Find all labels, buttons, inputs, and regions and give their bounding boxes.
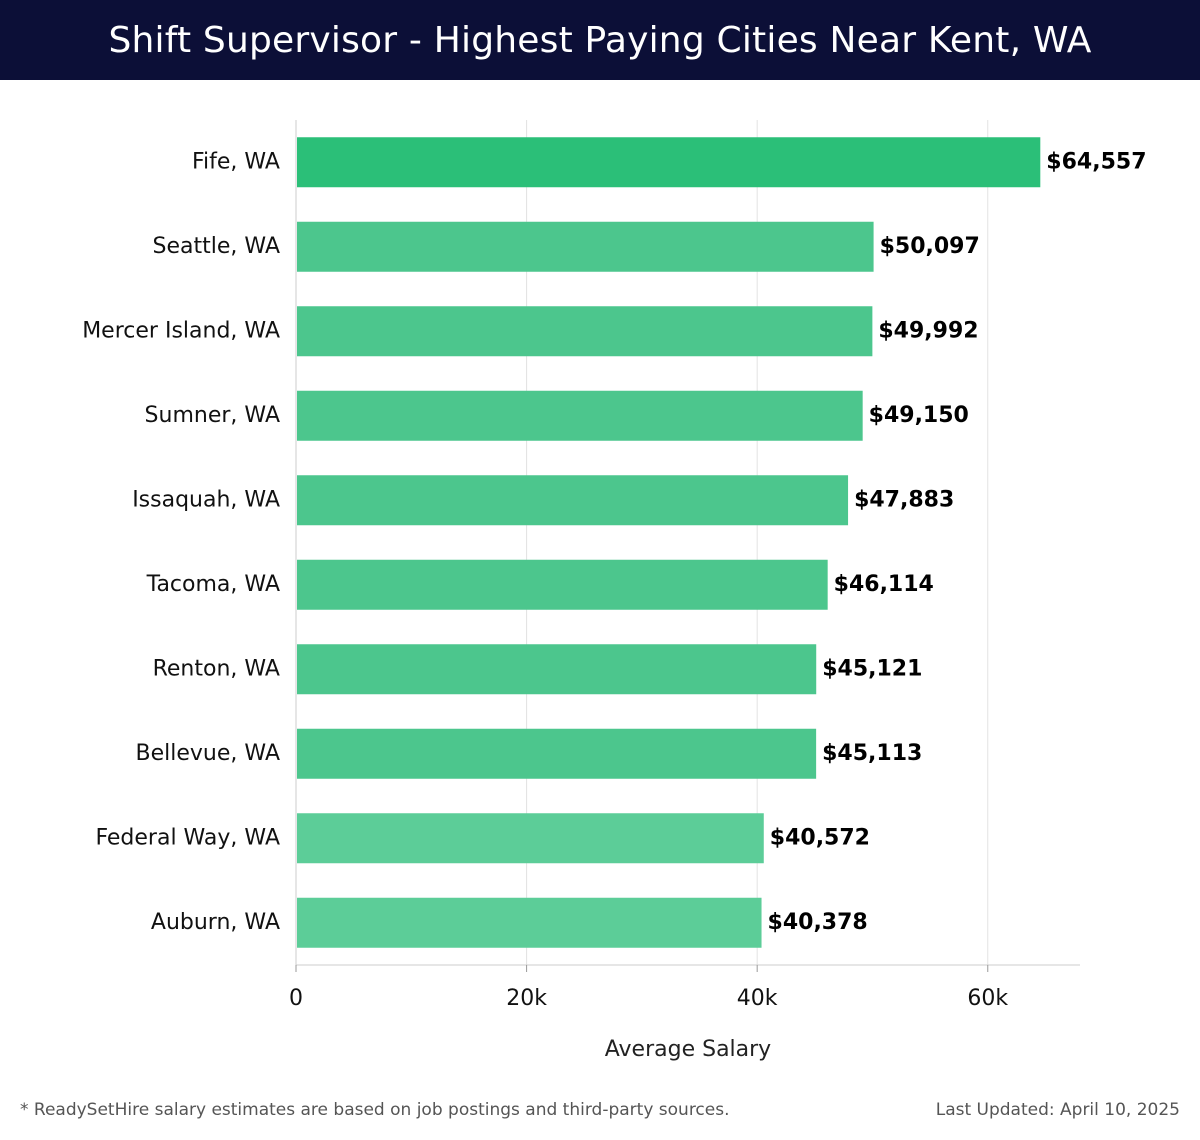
value-label-7: $45,113 (822, 741, 922, 766)
bar-1 (297, 221, 874, 272)
bar-4 (297, 475, 849, 526)
value-label-2: $49,992 (878, 318, 978, 343)
category-label-1: Seattle, WA (153, 234, 280, 259)
category-label-3: Sumner, WA (145, 403, 280, 428)
x-tick-label-3: 60k (967, 986, 1008, 1011)
value-label-5: $46,114 (834, 572, 934, 597)
bar-8 (297, 813, 764, 864)
x-tick-label-1: 20k (506, 986, 547, 1011)
bar-9 (297, 897, 762, 948)
value-label-0: $64,557 (1046, 149, 1146, 174)
category-label-8: Federal Way, WA (95, 825, 280, 850)
title-bar: Shift Supervisor - Highest Paying Cities… (0, 0, 1200, 80)
bar-0 (297, 137, 1041, 188)
category-label-2: Mercer Island, WA (82, 318, 280, 343)
category-label-6: Renton, WA (153, 656, 280, 681)
bar-3 (297, 390, 863, 441)
value-label-6: $45,121 (822, 656, 922, 681)
category-label-4: Issaquah, WA (132, 487, 280, 512)
chart-title: Shift Supervisor - Highest Paying Cities… (108, 19, 1092, 61)
category-label-7: Bellevue, WA (136, 741, 280, 766)
x-tick-label-0: 0 (289, 986, 303, 1011)
value-label-3: $49,150 (869, 403, 969, 428)
bar-7 (297, 728, 817, 779)
bar-chart: Fife, WA $64,557 Seattle, WA $50,097 Mercer … (82, 120, 1147, 1062)
value-label-9: $40,378 (768, 910, 868, 935)
last-updated: Last Updated: April 10, 2025 (935, 1100, 1180, 1120)
value-label-4: $47,883 (854, 487, 954, 512)
category-label-5: Tacoma, WA (146, 572, 280, 597)
value-label-1: $50,097 (880, 234, 980, 259)
category-label-0: Fife, WA (192, 149, 280, 174)
x-axis-title: Average Salary (605, 1037, 771, 1062)
x-tick-label-2: 40k (737, 986, 778, 1011)
category-label-9: Auburn, WA (151, 910, 280, 935)
value-label-8: $40,572 (770, 825, 870, 850)
footnote: * ReadySetHire salary estimates are base… (20, 1100, 730, 1120)
bar-5 (297, 559, 828, 610)
bar-6 (297, 644, 817, 695)
bar-2 (297, 306, 873, 357)
